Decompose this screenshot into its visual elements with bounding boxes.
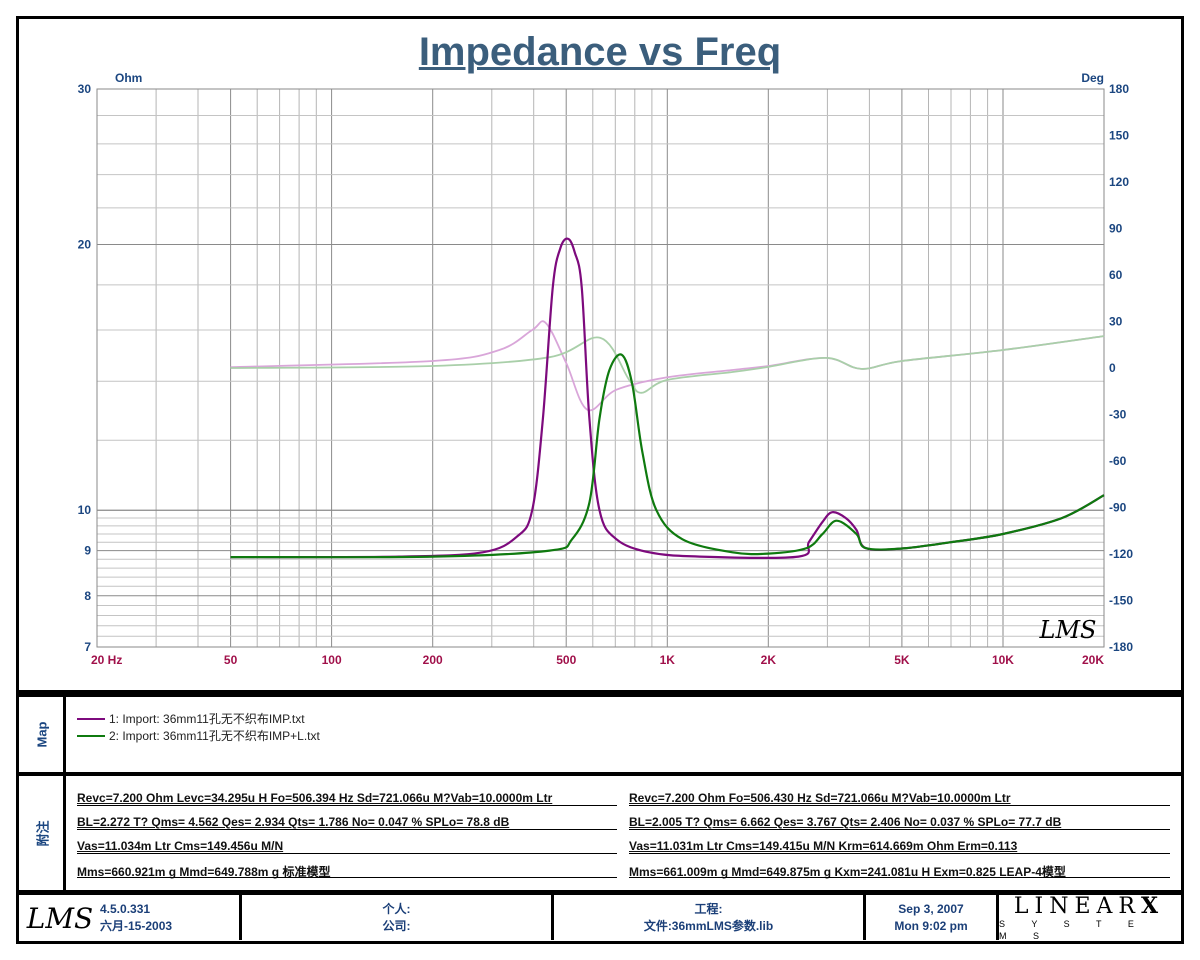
y-right-tick-label: -150 xyxy=(1109,594,1133,608)
personal-label: 个人: xyxy=(382,902,411,916)
legend-label: 2: Import: 36mm11孔无不织布IMP+L.txt xyxy=(109,729,320,743)
x-tick-label: 500 xyxy=(556,653,576,667)
y-left-tick-label: 7 xyxy=(84,640,91,654)
parameter-underline xyxy=(77,877,617,878)
parameter-line: Vas=11.034m Ltr Cms=149.456u M/N xyxy=(77,839,284,853)
legend-item[interactable]: 1: Import: 36mm11孔无不织布IMP.txt xyxy=(77,710,305,727)
y-right-tick-label: 180 xyxy=(1109,82,1129,96)
x-tick-label: 20K xyxy=(1082,653,1104,667)
parameter-underline xyxy=(77,829,617,830)
x-tick-label: 10K xyxy=(992,653,1014,667)
y-left-tick-label: 9 xyxy=(84,544,91,558)
parameter-underline xyxy=(77,805,617,806)
brand-bottom: S Y S T E M S xyxy=(999,918,1146,941)
parameter-line: BL=2.005 T? Qms= 6.662 Qes= 3.767 Qts= 2… xyxy=(629,815,1062,829)
parameter-underline xyxy=(629,829,1170,830)
divider xyxy=(239,895,242,940)
brand-x: X xyxy=(1140,892,1165,919)
y-left-tick-label: 30 xyxy=(78,82,92,96)
project-block: 工程: 文件:36mmLMS参数.lib xyxy=(554,897,863,939)
y-right-tick-label: 0 xyxy=(1109,361,1116,375)
y-right-tick-label: 150 xyxy=(1109,129,1129,143)
report-frame xyxy=(16,16,1184,944)
notes-section-label: 附注 xyxy=(35,819,51,847)
x-tick-label: 50 xyxy=(224,653,238,667)
x-tick-label: 1K xyxy=(660,653,676,667)
y-right-tick-label: -30 xyxy=(1109,408,1127,422)
date-block: Sep 3, 2007 Mon 9:02 pm xyxy=(866,897,996,939)
tick-labels: 20 Hz 50 100 200 500 1K 2K 5K 10K 20K 30 20 10 9 8 7 180… xyxy=(78,82,1134,667)
legend-label: 1: Import: 36mm11孔无不织布IMP.txt xyxy=(109,712,305,726)
project-label: 工程: xyxy=(694,902,723,916)
file-label: 文件:36mmLMS参数.lib xyxy=(643,919,774,933)
map-section-label: Map xyxy=(34,721,50,748)
legend-swatch-green xyxy=(77,734,105,737)
y-left-tick-label: 20 xyxy=(78,237,92,251)
divider xyxy=(996,895,999,940)
parameter-underline xyxy=(629,805,1170,806)
divider xyxy=(16,890,1184,895)
parameter-line: Mms=660.921m g Mmd=649.788m g 标准模型 xyxy=(77,865,331,879)
parameter-underline xyxy=(77,853,617,854)
x-tick-label: 100 xyxy=(322,653,342,667)
parameter-underline xyxy=(629,877,1170,878)
x-tick-label: 20 Hz xyxy=(91,653,122,667)
legend-item[interactable]: 2: Import: 36mm11孔无不织布IMP+L.txt xyxy=(77,727,320,744)
company-label: 公司: xyxy=(382,919,411,933)
y-right-tick-label: -90 xyxy=(1109,501,1127,515)
build-date: 六月-15-2003 xyxy=(100,919,173,933)
y-left-tick-label: 8 xyxy=(84,589,91,603)
y-right-tick-label: -120 xyxy=(1109,547,1133,561)
x-tick-label: 200 xyxy=(423,653,443,667)
chart-title: Impedance vs Freq xyxy=(418,30,782,74)
version: 4.5.0.331 xyxy=(100,902,151,916)
curves xyxy=(230,237,1105,560)
parameter-line: Mms=661.009m g Mmd=649.875m g Kxm=241.08… xyxy=(629,865,1066,879)
divider xyxy=(63,697,66,890)
linearx-logo: LINEARX S Y S T E M S xyxy=(999,893,1179,941)
parameter-underline xyxy=(629,853,1170,854)
parameter-line: BL=2.272 T? Qms= 4.562 Qes= 2.934 Qts= 1… xyxy=(77,815,510,829)
brand-top: LINEAR xyxy=(1013,893,1141,919)
version-block: 4.5.0.331 六月-15-2003 xyxy=(100,897,230,939)
y-right-tick-label: 120 xyxy=(1109,175,1129,189)
impedance-chart: 20 Hz 50 100 200 500 1K 2K 5K 10K 20K 30 20 10 9 8 7 180… xyxy=(78,71,1134,667)
date: Sep 3, 2007 xyxy=(898,902,964,916)
y-right-tick-label: -180 xyxy=(1109,640,1133,654)
impedance-curve-2 xyxy=(230,353,1105,559)
plot-border xyxy=(96,88,1105,648)
y-left-tick-label: 10 xyxy=(78,503,92,517)
y-right-tick-label: 30 xyxy=(1109,315,1123,329)
parameter-line: Revc=7.200 Ohm Fo=506.430 Hz Sd=721.066u… xyxy=(629,791,1011,805)
y-right-tick-label: 60 xyxy=(1109,268,1123,282)
divider xyxy=(16,772,1184,776)
x-tick-label: 5K xyxy=(894,653,910,667)
divider xyxy=(16,690,1184,697)
grid xyxy=(96,88,1105,648)
owner-block: 个人: 公司: xyxy=(242,897,551,939)
x-tick-label: 2K xyxy=(761,653,777,667)
divider xyxy=(551,895,554,940)
y-right-tick-label: -60 xyxy=(1109,454,1127,468)
lms-watermark: LMS xyxy=(1039,616,1097,644)
y-right-tick-label: 90 xyxy=(1109,222,1123,236)
right-axis-unit: Deg xyxy=(1081,71,1104,85)
legend-swatch-purple xyxy=(77,717,105,720)
divider xyxy=(863,895,866,940)
parameter-line: Revc=7.200 Ohm Levc=34.295u H Fo=506.394… xyxy=(77,791,553,805)
parameter-line: Vas=11.031m Ltr Cms=149.415u M/N Krm=614… xyxy=(629,839,1018,853)
phase-curve-2 xyxy=(230,335,1105,394)
left-axis-unit: Ohm xyxy=(115,71,142,85)
lms-logo: LMS xyxy=(26,901,94,935)
time: Mon 9:02 pm xyxy=(894,919,968,933)
